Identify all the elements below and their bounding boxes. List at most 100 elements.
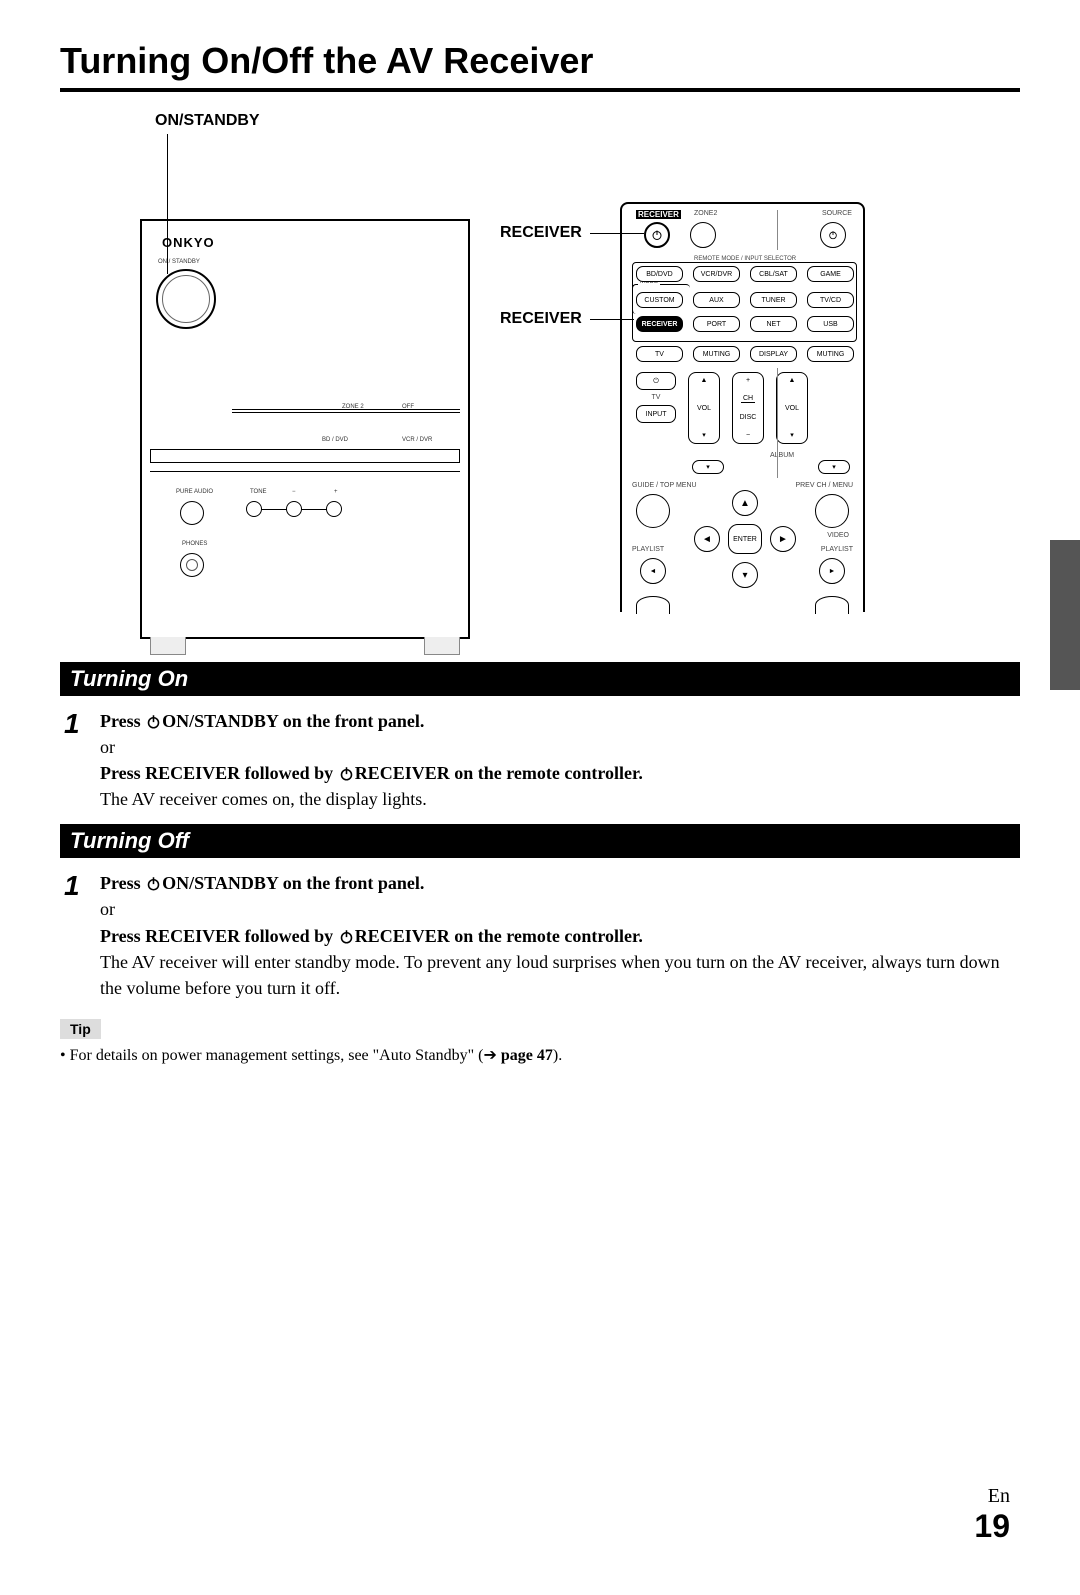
tv-power: ⏻: [636, 372, 676, 390]
remote-row-1: BD/DVD VCR/DVR CBL/SAT GAME: [636, 266, 854, 282]
bottom-partial-l: [636, 596, 670, 614]
on-line1-a: Press: [100, 711, 145, 731]
step-body-on: Press ON/STANDBY on the front panel. or …: [100, 708, 643, 812]
turning-off-step: 1 Press ON/STANDBY on the front panel. o…: [60, 870, 1020, 1000]
tv-label: TV: [636, 394, 676, 401]
off-line2-b: RECEIVER on the remote controller.: [355, 926, 643, 946]
phones-jack: [180, 553, 204, 577]
button-bar: [150, 449, 460, 463]
dpad-right: ►: [770, 526, 796, 552]
right-tall-col: ▲ VOL ▾: [776, 372, 808, 444]
pure-audio-knob: [180, 501, 204, 525]
btn-display: DISPLAY: [750, 346, 797, 362]
remote-receiver-label: RECEIVER: [636, 210, 681, 219]
off-line1-b: ON/STANDBY on the front panel.: [162, 873, 424, 893]
btn-muting-1: MUTING: [693, 346, 740, 362]
ch-dn: −: [746, 432, 750, 439]
btn-cblsat: CBL/SAT: [750, 266, 797, 282]
on-line1-b: ON/STANDBY on the front panel.: [162, 711, 424, 731]
tip-badge: Tip: [60, 1019, 101, 1039]
on-line3: The AV receiver comes on, the display li…: [100, 786, 643, 812]
power-icon: [651, 229, 663, 241]
remote-source-label: SOURCE: [822, 210, 852, 217]
tone-knob-3: [326, 501, 342, 517]
tip-text: • For details on power management settin…: [60, 1045, 1020, 1065]
playlist-r-label: PLAYLIST: [821, 546, 853, 553]
step-num-on: 1: [64, 708, 100, 812]
dpad-topright: [815, 494, 849, 528]
tv-block: ⏻ TV INPUT: [636, 372, 676, 444]
btn-muting-2: MUTING: [807, 346, 854, 362]
playlist-l-label: PLAYLIST: [632, 546, 664, 553]
btn-usb: USB: [807, 316, 854, 332]
ch-disc: + CH DISC −: [732, 372, 764, 444]
brand-logo: ONKYO: [162, 235, 215, 250]
bddvd-label: BD / DVD: [322, 437, 348, 443]
side-tab: [1050, 540, 1080, 690]
callout-receiver-1: RECEIVER: [500, 224, 582, 242]
vol1-up: ▲: [701, 377, 708, 384]
tip-close: ).: [553, 1047, 562, 1064]
power-icon: [339, 766, 354, 781]
minus-label: −: [292, 489, 296, 495]
remote-source-btn: [820, 222, 846, 248]
playlist-l-btn: ◄: [640, 558, 666, 584]
dpad-enter: ENTER: [728, 524, 762, 554]
vol2-label: VOL: [785, 405, 799, 412]
power-icon: [828, 230, 838, 240]
page-title: Turning On/Off the AV Receiver: [60, 40, 1020, 92]
turning-on-step: 1 Press ON/STANDBY on the front panel. o…: [60, 708, 1020, 812]
vol2-dn: ▾: [790, 432, 794, 439]
remote-mid-sep: [777, 368, 778, 478]
dpad-left: ◄: [694, 526, 720, 552]
vol1-dn: ▾: [702, 432, 706, 439]
remote-row-4: TV MUTING DISPLAY MUTING: [636, 346, 854, 362]
section-turning-off-header: Turning Off: [60, 824, 1020, 858]
album-dn-1: ▾: [692, 460, 724, 474]
phones-label: PHONES: [182, 541, 207, 547]
btn-aux: AUX: [693, 292, 740, 308]
vol-2: ▲ VOL ▾: [776, 372, 808, 444]
tone-knob-1: [246, 501, 262, 517]
off-line3: The AV receiver will enter standby mode.…: [100, 949, 1016, 1001]
diagram-area: ON/STANDBY ONKYO ON / STANDBY ZONE 2 OFF…: [60, 112, 1020, 652]
power-icon: [146, 714, 161, 729]
tall-cluster: ⏻ TV INPUT ▲ VOL ▾ + CH DISC − ▲ VOL: [636, 372, 808, 444]
off-line2-a: Press RECEIVER followed by: [100, 926, 338, 946]
off-line1-a: Press: [100, 873, 145, 893]
dpad-down: ▾: [732, 562, 758, 588]
album-dn-2: ▾: [818, 460, 850, 474]
step-num-off: 1: [64, 870, 100, 1000]
btn-tv: TV: [636, 346, 683, 362]
btn-custom: CUSTOM: [636, 292, 683, 308]
dpad-up: ▲: [732, 490, 758, 516]
remote-controller: RECEIVER ZONE2 SOURCE REMOTE MODE / INPU…: [620, 202, 865, 612]
vcrdvr-label: VCR / DVR: [402, 437, 432, 443]
on-or: or: [100, 734, 643, 760]
page-number: 19: [60, 1508, 1010, 1545]
vol2-up: ▲: [789, 377, 796, 384]
remote-zone2-btn: [690, 222, 716, 248]
power-icon: [146, 876, 161, 891]
dpad: ▲ ◄ ENTER ► ▾: [680, 490, 810, 588]
display-bar: [232, 409, 460, 413]
ch-label-1: CH: [741, 395, 755, 403]
power-knob: [156, 269, 216, 329]
foot-right: [424, 637, 460, 655]
input-selector-title: REMOTE MODE / INPUT SELECTOR: [692, 256, 798, 262]
btn-port: PORT: [693, 316, 740, 332]
video-label: VIDEO: [827, 532, 849, 539]
on-line2-b: RECEIVER on the remote controller.: [355, 763, 643, 783]
album-label: ALBUM: [770, 452, 794, 459]
guide-label: GUIDE / TOP MENU: [632, 482, 697, 489]
prev-label: PREV CH / MENU: [795, 482, 853, 489]
btn-net: NET: [750, 316, 797, 332]
tip-pageref: page 47: [501, 1047, 553, 1064]
btn-tuner: TUNER: [750, 292, 797, 308]
btn-vcrdvr: VCR/DVR: [693, 266, 740, 282]
dpad-topleft: [636, 494, 670, 528]
page-lang: En: [60, 1485, 1010, 1508]
btn-tvcd: TV/CD: [807, 292, 854, 308]
callout-on-standby: ON/STANDBY: [155, 112, 260, 130]
remote-power-receiver: [644, 222, 670, 248]
